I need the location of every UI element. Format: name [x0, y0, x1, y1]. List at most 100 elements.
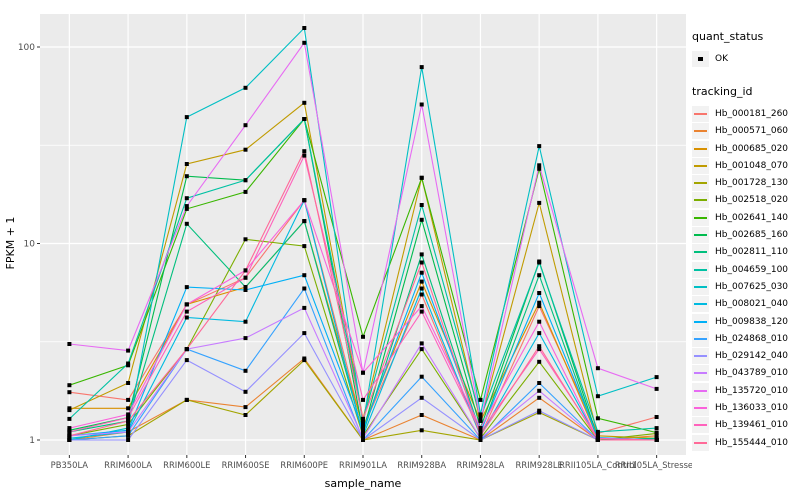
- data-point: [419, 341, 424, 346]
- legend-item: Hb_002641_140: [692, 209, 798, 226]
- data-point: [419, 347, 424, 352]
- legend-item-label: Hb_002518_020: [715, 195, 789, 206]
- legend-key: [692, 105, 709, 122]
- data-point: [478, 412, 483, 417]
- data-point: [67, 408, 72, 413]
- legend-item-label: Hb_004659_100: [715, 264, 789, 275]
- data-point: [654, 430, 659, 435]
- legend-key: [692, 313, 709, 330]
- legend-key: [692, 209, 709, 226]
- data-point: [126, 381, 131, 385]
- legend-line-swatch: [694, 112, 707, 115]
- data-point: [302, 244, 307, 249]
- legend-line-swatch: [694, 182, 707, 185]
- legend-item-label: Hb_155444_010: [715, 437, 789, 448]
- legend-item-label: Hb_008021_040: [715, 299, 789, 310]
- legend-item: Hb_043789_010: [692, 365, 798, 382]
- data-point: [419, 428, 424, 433]
- data-point: [302, 100, 307, 105]
- data-point: [419, 292, 424, 297]
- data-point: [654, 386, 659, 391]
- legend-panel: quant_status OK tracking_id Hb_000181_26…: [692, 0, 798, 451]
- data-point: [478, 426, 483, 431]
- data-point: [419, 309, 424, 314]
- data-point: [126, 397, 131, 402]
- data-point: [361, 397, 365, 402]
- point-marker-icon: [698, 56, 703, 62]
- data-point: [302, 149, 307, 154]
- data-point: [67, 426, 72, 431]
- data-point: [184, 315, 189, 320]
- data-point: [478, 429, 483, 434]
- x-axis-title: sample_name: [325, 477, 402, 490]
- data-point: [67, 433, 72, 438]
- data-point: [302, 153, 307, 158]
- data-point: [184, 285, 189, 290]
- data-point: [537, 273, 542, 278]
- data-point: [302, 358, 307, 363]
- data-point: [126, 412, 131, 417]
- data-point: [595, 366, 600, 371]
- data-point: [243, 405, 248, 410]
- data-point: [537, 408, 542, 413]
- line-chart: 1 10 100 PB350LA RRIM600LA RRIM600LE RRIM600SE…: [4, 14, 692, 490]
- data-point: [654, 426, 659, 431]
- data-point: [126, 419, 131, 423]
- legend-line-swatch: [694, 251, 707, 254]
- data-point: [126, 438, 131, 442]
- data-point: [537, 304, 542, 309]
- legend-line-swatch: [694, 372, 707, 375]
- data-point: [302, 198, 307, 203]
- legend-item: Hb_024868_010: [692, 330, 798, 347]
- legend-item: Hb_139461_010: [692, 417, 798, 434]
- data-point: [537, 395, 542, 400]
- data-point: [243, 413, 248, 417]
- x-tick-label: RRII105LA_Stressed: [615, 460, 692, 470]
- data-point: [126, 422, 131, 427]
- data-point: [361, 422, 365, 427]
- legend-item-label: Hb_029142_040: [715, 351, 789, 362]
- data-point: [361, 428, 365, 433]
- data-point: [302, 26, 307, 30]
- data-point: [419, 175, 424, 180]
- legend-key: [692, 157, 709, 174]
- legend-item: Hb_001728_130: [692, 174, 798, 192]
- legend-key: [692, 50, 709, 67]
- legend-item-label: Hb_001728_130: [715, 178, 789, 189]
- legend-key: [692, 227, 709, 244]
- data-point: [478, 419, 483, 423]
- data-point: [419, 413, 424, 417]
- legend-item: Hb_000571_060: [692, 123, 798, 140]
- data-point: [537, 319, 542, 324]
- data-point: [361, 419, 365, 423]
- legend-item-label: Hb_139461_010: [715, 420, 789, 431]
- data-point: [302, 286, 307, 291]
- legend-key: [692, 382, 709, 399]
- legend-item-label: Hb_002685_160: [715, 230, 789, 241]
- data-point: [302, 117, 307, 121]
- legend-item: Hb_004659_100: [692, 261, 798, 278]
- data-point: [419, 102, 424, 107]
- x-tick-label: RRIM600LA: [104, 460, 152, 470]
- data-point: [478, 436, 483, 441]
- data-point: [361, 431, 365, 436]
- data-point: [537, 300, 542, 305]
- data-point: [243, 237, 248, 242]
- legend-line-swatch: [694, 147, 707, 150]
- legend-key: [692, 348, 709, 365]
- data-point: [537, 166, 542, 171]
- legend-item-label: Hb_000685_020: [715, 143, 789, 154]
- y-tick-label: 100: [18, 43, 35, 53]
- data-point: [419, 304, 424, 309]
- legend-item-label: Hb_136033_010: [715, 402, 789, 413]
- legend-key: [692, 417, 709, 434]
- y-tick-label: 10: [24, 240, 36, 250]
- data-point: [537, 388, 542, 393]
- data-point: [537, 291, 542, 295]
- data-point: [184, 204, 189, 209]
- data-point: [184, 358, 189, 363]
- data-point: [126, 406, 131, 411]
- legend-item: Hb_002518_020: [692, 192, 798, 209]
- tracking-id-legend: tracking_id Hb_000181_260 Hb_000571_060 Hb…: [692, 85, 798, 451]
